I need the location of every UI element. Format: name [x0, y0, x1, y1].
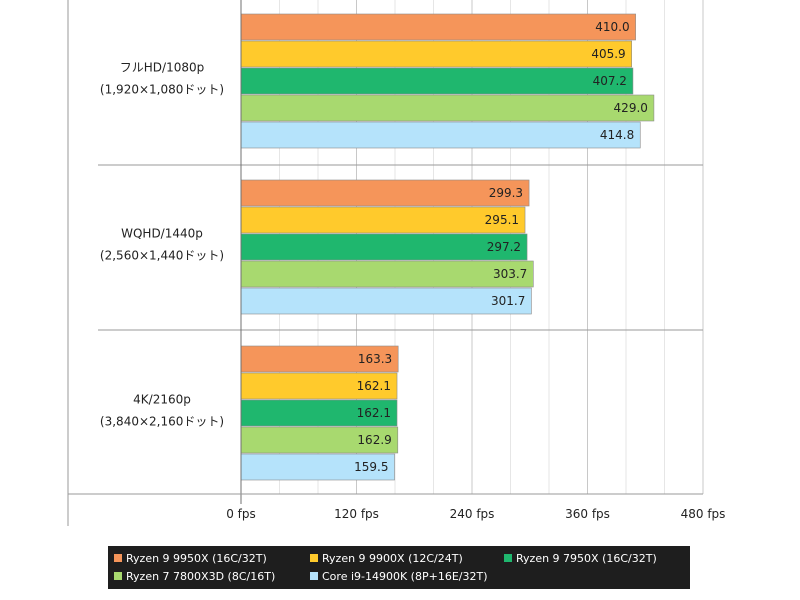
bar-value-label: 297.2 — [487, 240, 521, 254]
bar-value-label: 405.9 — [591, 47, 625, 61]
bar-value-label: 159.5 — [354, 460, 388, 474]
category-label: 4K/2160p — [133, 393, 191, 407]
legend: Ryzen 9 9950X (16C/32T) Ryzen 9 9900X (1… — [108, 546, 690, 589]
x-tick-label: 0 fps — [226, 507, 256, 521]
bar — [240, 399, 398, 427]
bar — [240, 372, 398, 400]
legend-item: Core i9-14900K (8P+16E/32T) — [310, 570, 504, 583]
plot-frame — [67, 0, 703, 526]
legend-swatch — [310, 572, 318, 580]
bar-value-label: 163.3 — [358, 352, 392, 366]
legend-item: Ryzen 9 9900X (12C/24T) — [310, 552, 504, 565]
legend-label: Ryzen 9 9900X (12C/24T) — [322, 551, 463, 565]
legend-label: Ryzen 9 7950X (16C/32T) — [516, 551, 657, 565]
category-label: (1,920×1,080ドット) — [100, 83, 224, 97]
bar — [240, 287, 532, 315]
bar — [240, 345, 399, 373]
legend-item: Ryzen 9 9950X (16C/32T) — [114, 552, 310, 565]
bars: 410.0 299.3 163.3 405.9 295.1 162.1 407.2 297.2… — [240, 13, 655, 481]
legend-label: Ryzen 9 9950X (16C/32T) — [126, 551, 267, 565]
legend-item: Ryzen 7 7800X3D (8C/16T) — [114, 570, 310, 583]
bar-value-label: 410.0 — [595, 20, 629, 34]
bar-value-label: 429.0 — [614, 101, 648, 115]
bar — [240, 233, 528, 261]
x-tick-label: 120 fps — [334, 507, 379, 521]
category-labels: フルHD/1080p (1,920×1,080ドット) WQHD/1440p (2,5… — [100, 61, 224, 429]
bar — [240, 206, 526, 234]
bar — [240, 121, 641, 149]
legend-swatch — [504, 554, 512, 562]
legend-row: Ryzen 9 9950X (16C/32T) Ryzen 9 9900X (1… — [114, 549, 684, 567]
x-tick-label: 480 fps — [681, 507, 726, 521]
bar-value-label: 162.9 — [357, 433, 391, 447]
legend-swatch — [114, 572, 122, 580]
x-tick-labels: 0 fps 120 fps 240 fps 360 fps 480 fps — [226, 507, 725, 521]
bar-value-label: 414.8 — [600, 128, 634, 142]
bar — [240, 40, 632, 68]
bar-value-label: 301.7 — [491, 294, 525, 308]
legend-swatch — [310, 554, 318, 562]
bar-chart: 410.0 299.3 163.3 405.9 295.1 162.1 407.2 297.2… — [67, 0, 725, 526]
bar — [240, 179, 530, 207]
legend-item: Ryzen 9 7950X (16C/32T) — [504, 552, 657, 565]
bar — [240, 94, 655, 122]
x-tick-label: 240 fps — [450, 507, 495, 521]
bar-value-label: 303.7 — [493, 267, 527, 281]
category-label: (3,840×2,160ドット) — [100, 415, 224, 429]
category-label: WQHD/1440p — [121, 227, 203, 241]
category-label: (2,560×1,440ドット) — [100, 249, 224, 263]
x-tick-label: 360 fps — [565, 507, 610, 521]
bar-value-label: 295.1 — [485, 213, 519, 227]
legend-swatch — [114, 554, 122, 562]
bar — [240, 426, 399, 454]
legend-label: Core i9-14900K (8P+16E/32T) — [322, 569, 488, 583]
bar — [240, 13, 636, 41]
legend-label: Ryzen 7 7800X3D (8C/16T) — [126, 569, 276, 583]
bar-value-label: 162.1 — [357, 406, 391, 420]
bar-value-label: 407.2 — [593, 74, 627, 88]
bar — [240, 260, 534, 288]
legend-row: Ryzen 7 7800X3D (8C/16T) Core i9-14900K … — [114, 567, 684, 585]
category-label: フルHD/1080p — [120, 61, 204, 75]
bar-value-label: 299.3 — [489, 186, 523, 200]
bar — [240, 67, 634, 95]
bar — [240, 453, 395, 481]
bar-value-label: 162.1 — [357, 379, 391, 393]
